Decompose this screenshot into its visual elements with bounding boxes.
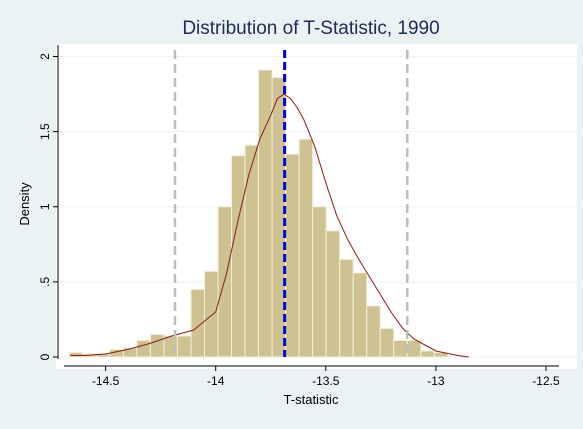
histogram-bar (217, 206, 233, 358)
histogram-bar (379, 327, 395, 358)
histogram-bar (231, 155, 246, 358)
y-tick-label: 1.5 (38, 123, 52, 140)
reference-lines (173, 50, 409, 357)
x-tick-label: -14 (207, 374, 225, 388)
x-tick-label: -14.5 (92, 374, 120, 388)
histogram-bar (339, 258, 354, 358)
histogram-bar (420, 350, 435, 358)
histogram-bar (68, 351, 84, 358)
histogram-bar (298, 138, 314, 358)
histogram-bar (366, 305, 381, 358)
y-tick-label: .5 (38, 277, 52, 287)
histogram-bar (325, 230, 341, 358)
y-tick-label: 0 (38, 353, 52, 360)
histogram-bar (352, 272, 368, 358)
x-tick-label: -12.5 (532, 374, 560, 388)
histogram-bar (258, 69, 273, 358)
histogram-bar (244, 144, 260, 358)
y-tick-label: 2 (38, 53, 52, 60)
chart-title: Distribution of T-Statistic, 1990 (182, 18, 439, 39)
histogram-bar (285, 153, 300, 358)
histogram-bar (203, 270, 219, 358)
x-tick-label: -13 (427, 374, 445, 388)
histogram-bar (406, 339, 422, 358)
histogram-bar (176, 335, 192, 358)
histogram-bars (68, 69, 449, 358)
axes: 0 .5 1 1.5 2 -14.5 -14 -13.5 -13 -12.5 (38, 45, 560, 388)
histogram-bar (393, 339, 408, 358)
x-tick-label: -13.5 (312, 374, 340, 388)
histogram-bar (136, 339, 151, 358)
y-axis-label: Density (17, 182, 32, 226)
histogram-bar (149, 333, 165, 358)
y-tick-label: 1 (38, 203, 52, 210)
histogram-bar (312, 206, 327, 358)
x-axis-label: T-statistic (284, 392, 339, 407)
